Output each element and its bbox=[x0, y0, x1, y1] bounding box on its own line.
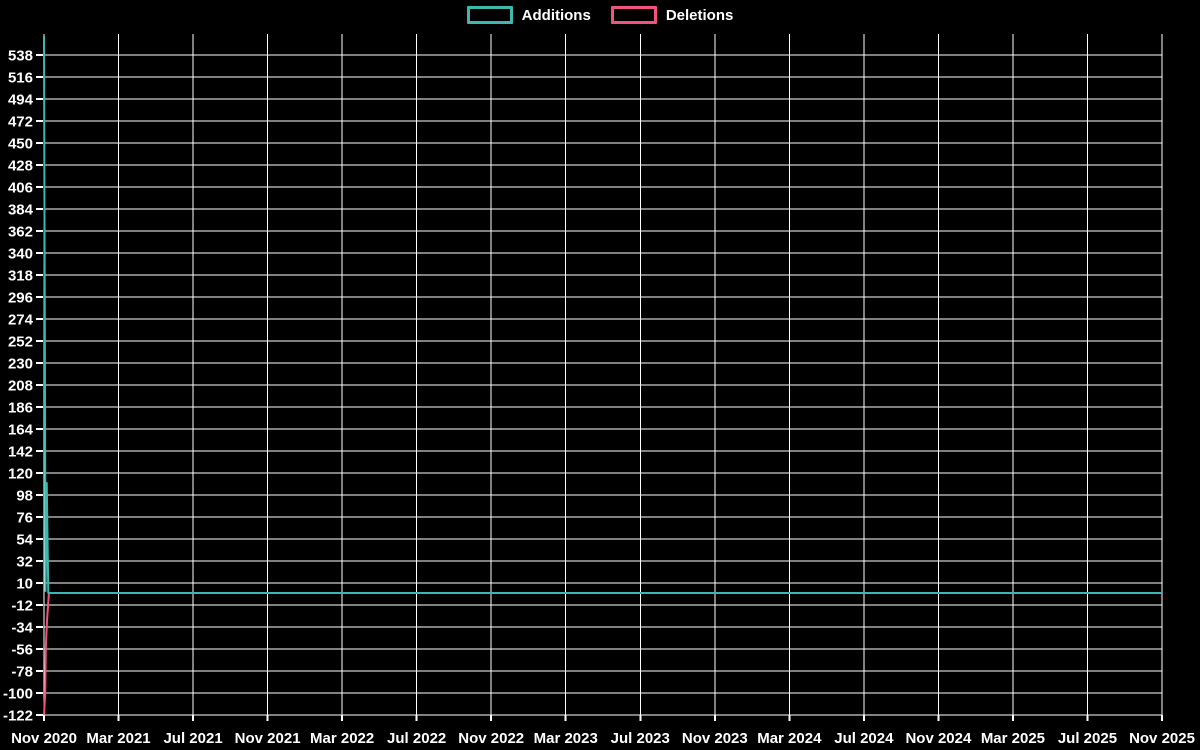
y-tick-label: 10 bbox=[16, 575, 33, 592]
y-tick-label: -78 bbox=[11, 663, 33, 680]
y-tick-label: 406 bbox=[8, 179, 33, 196]
x-tick-label: Nov 2021 bbox=[235, 730, 301, 747]
legend-item-additions[interactable]: Additions bbox=[466, 6, 591, 24]
legend-label-additions: Additions bbox=[521, 6, 591, 24]
y-tick-label: 32 bbox=[16, 553, 33, 570]
y-tick-label: 274 bbox=[8, 311, 34, 328]
x-tick-label: Jul 2022 bbox=[387, 730, 446, 747]
y-tick-label: 318 bbox=[8, 267, 33, 284]
deletions-swatch-icon bbox=[610, 6, 657, 24]
x-tick-label: Jul 2023 bbox=[611, 730, 670, 747]
x-tick-label: Nov 2020 bbox=[11, 730, 77, 747]
y-tick-label: 362 bbox=[8, 223, 33, 240]
y-tick-label: -12 bbox=[11, 597, 33, 614]
y-tick-label: -100 bbox=[3, 685, 33, 702]
y-tick-label: 538 bbox=[8, 47, 33, 64]
legend-item-deletions[interactable]: Deletions bbox=[610, 6, 734, 24]
x-tick-label: Mar 2023 bbox=[534, 730, 598, 747]
y-tick-label: 384 bbox=[8, 201, 34, 218]
y-tick-label: 186 bbox=[8, 399, 33, 416]
y-tick-label: 54 bbox=[16, 531, 33, 548]
x-tick-label: Mar 2022 bbox=[310, 730, 374, 747]
y-tick-label: -122 bbox=[3, 707, 33, 724]
x-tick-label: Jul 2024 bbox=[834, 730, 894, 747]
additions-swatch-icon bbox=[466, 6, 513, 24]
x-tick-label: Nov 2024 bbox=[905, 730, 972, 747]
y-tick-label: -34 bbox=[11, 619, 33, 636]
series-line-additions bbox=[43, 35, 1162, 594]
y-tick-label: 428 bbox=[8, 157, 33, 174]
x-tick-label: Mar 2024 bbox=[757, 730, 822, 747]
y-tick-label: -56 bbox=[11, 641, 33, 658]
x-tick-label: Nov 2023 bbox=[682, 730, 748, 747]
y-tick-label: 76 bbox=[16, 509, 33, 526]
y-tick-label: 142 bbox=[8, 443, 33, 460]
x-tick-label: Mar 2025 bbox=[981, 730, 1045, 747]
y-tick-label: 516 bbox=[8, 69, 33, 86]
y-tick-label: 340 bbox=[8, 245, 33, 262]
x-tick-label: Jul 2025 bbox=[1058, 730, 1117, 747]
y-tick-label: 450 bbox=[8, 135, 33, 152]
y-tick-label: 252 bbox=[8, 333, 33, 350]
x-tick-label: Mar 2021 bbox=[86, 730, 150, 747]
y-tick-label: 472 bbox=[8, 113, 33, 130]
legend-label-deletions: Deletions bbox=[665, 6, 734, 24]
y-tick-label: 208 bbox=[8, 377, 33, 394]
x-tick-label: Nov 2022 bbox=[458, 730, 524, 747]
x-tick-label: Jul 2021 bbox=[163, 730, 222, 747]
y-tick-label: 120 bbox=[8, 465, 33, 482]
x-tick-label: Nov 2025 bbox=[1129, 730, 1195, 747]
y-tick-label: 230 bbox=[8, 355, 33, 372]
series-line-deletions bbox=[43, 592, 1162, 716]
y-tick-label: 494 bbox=[8, 91, 34, 108]
chart-legend: Additions Deletions bbox=[0, 6, 1200, 24]
y-tick-label: 98 bbox=[16, 487, 33, 504]
y-tick-label: 296 bbox=[8, 289, 33, 306]
y-tick-label: 164 bbox=[8, 421, 34, 438]
